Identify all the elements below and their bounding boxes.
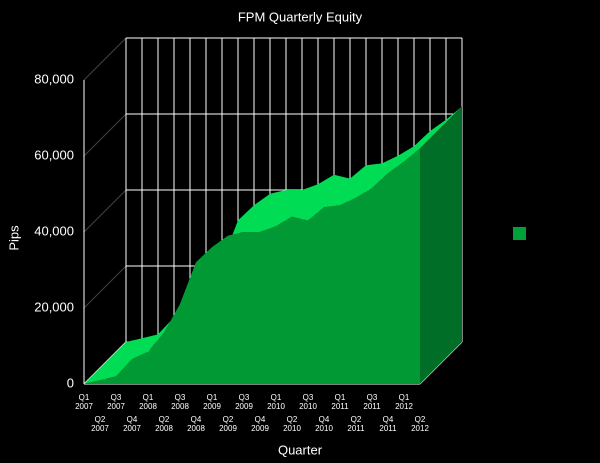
x-tick-label: Q4 2011 (379, 415, 397, 433)
x-tick-label: Q2 2012 (411, 415, 429, 433)
grid-line (83, 265, 127, 309)
x-tick-label: Q4 2007 (123, 415, 141, 433)
x-tick-label: Q4 2009 (251, 415, 269, 433)
x-axis-title: Quarter (278, 442, 323, 457)
y-axis-title: Pips (6, 225, 21, 251)
area-side (420, 106, 462, 385)
x-tick-label: Q1 2007 (75, 393, 93, 411)
y-tick-label: 40,000 (34, 223, 74, 238)
grid-line (83, 37, 127, 81)
area-front (84, 148, 420, 384)
y-tick-label: 20,000 (34, 299, 74, 314)
x-tick-label: Q3 2007 (107, 393, 125, 411)
x-tick-label: Q3 2010 (299, 393, 317, 411)
x-tick-label: Q2 2007 (91, 415, 109, 433)
legend-swatch (513, 227, 526, 240)
x-tick-label: Q1 2012 (395, 393, 413, 411)
x-tick-label: Q4 2010 (315, 415, 333, 433)
x-tick-label: Q3 2008 (171, 393, 189, 411)
grid-line (83, 189, 127, 233)
x-tick-label: Q2 2009 (219, 415, 237, 433)
x-tick-label: Q4 2008 (187, 415, 205, 433)
x-tick-label: Q2 2008 (155, 415, 173, 433)
x-tick-label: Q3 2009 (235, 393, 253, 411)
chart-title: FPM Quarterly Equity (238, 9, 363, 24)
grid-line (83, 113, 127, 157)
x-tick-label: Q1 2011 (331, 393, 349, 411)
x-tick-label: Q2 2010 (283, 415, 301, 433)
y-tick-label: 80,000 (34, 71, 74, 86)
y-tick-label: 60,000 (34, 147, 74, 162)
x-tick-label: Q1 2010 (267, 393, 285, 411)
x-tick-label: Q2 2011 (347, 415, 365, 433)
y-tick-label: 0 (67, 375, 74, 390)
x-tick-label: Q3 2011 (363, 393, 381, 411)
x-tick-label: Q1 2008 (139, 393, 157, 411)
x-tick-label: Q1 2009 (203, 393, 221, 411)
